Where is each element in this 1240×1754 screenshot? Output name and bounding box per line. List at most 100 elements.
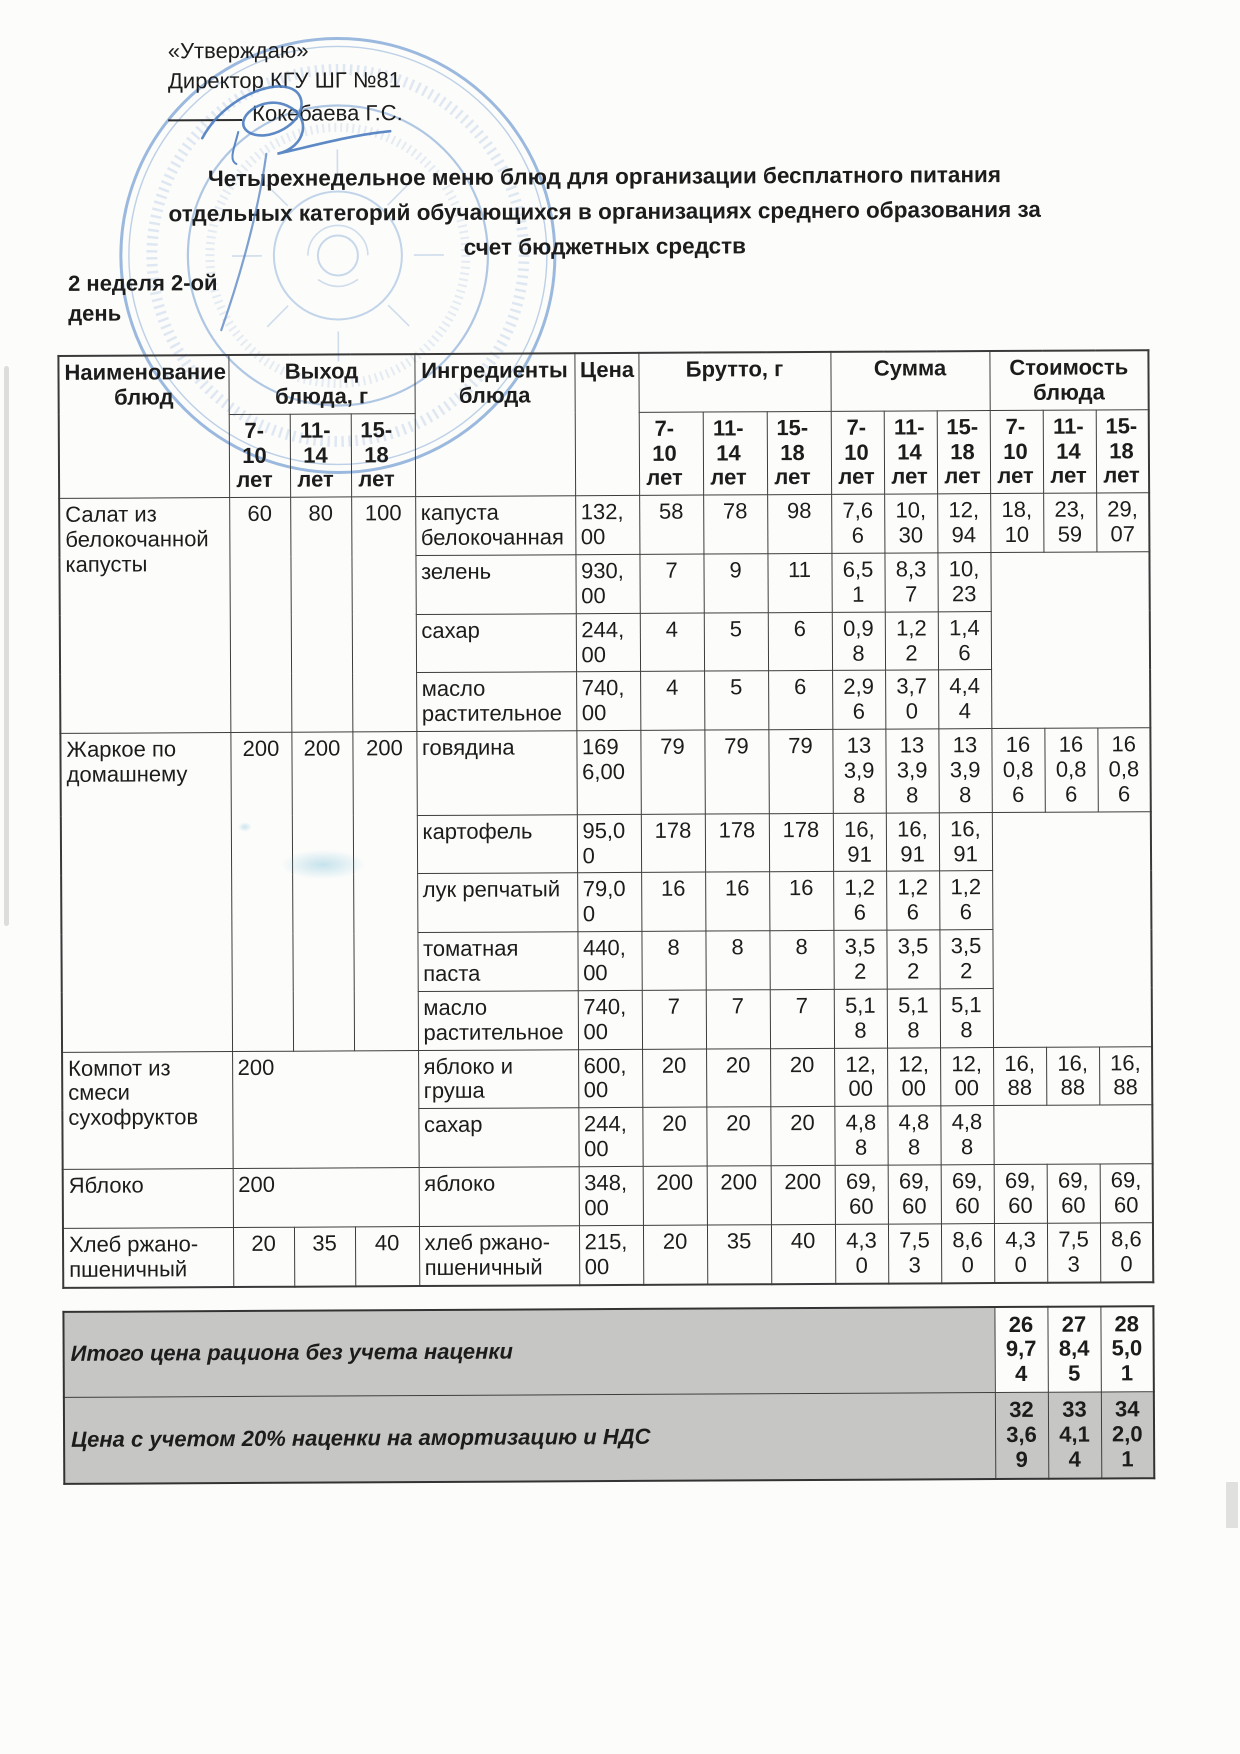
dish-cost-cell: 16,88	[1099, 1046, 1153, 1106]
dish-output-cell: 200	[230, 732, 294, 1052]
sum-cell: 7,66	[831, 494, 885, 554]
sum-cell: 10,23	[937, 552, 991, 612]
sum-cell: 12,00	[834, 1047, 888, 1107]
dish-row: Яблоко 200 яблоко 348,00 200 200 200 69,60 69,60…	[62, 1163, 1154, 1229]
sum-cell: 16,91	[938, 812, 993, 872]
header-row-groups: Наименование блюд Выход блюда, г Ингредиен…	[58, 350, 1149, 499]
col-header-age-group: 11-14 лет	[883, 410, 938, 495]
age-group-label: 11-14 лет	[297, 417, 334, 493]
ingredient-cell: картофель	[416, 814, 578, 875]
dish-output-cell: 20	[232, 1226, 295, 1287]
sum-cell: 16,91	[885, 812, 940, 872]
brutto-cell: 8	[705, 930, 770, 990]
total-label-cell: Цена с учетом 20% наценки на амортизацию…	[63, 1392, 996, 1484]
sum-cell: 8,37	[884, 552, 938, 612]
price-cell: 930,00	[575, 554, 640, 614]
col-header-age-group: 7-10 лет	[989, 409, 1044, 494]
brutto-cell: 11	[767, 553, 832, 613]
age-group-label: 15-18 лет	[774, 414, 811, 490]
dish-output-cell: 80	[290, 497, 353, 733]
dish-output-cell: 200	[232, 1050, 419, 1169]
brutto-cell: 20	[770, 1048, 835, 1108]
dish-cost-cell: 4,30	[994, 1223, 1048, 1283]
col-header-brutto: Брутто, г	[638, 351, 831, 413]
sum-cell: 1,22	[884, 611, 939, 671]
ingredient-cell: говядина	[416, 730, 577, 816]
dish-cost-cell: 7,53	[1047, 1222, 1101, 1283]
dish-name-cell: Салат из белокочанной капусты	[59, 497, 231, 734]
age-group-label: 7-10 лет	[236, 417, 273, 493]
signature-line	[168, 96, 243, 122]
brutto-cell: 9	[703, 553, 768, 613]
brutto-cell: 7	[705, 989, 771, 1049]
col-header-age-group: 7-10 лет	[830, 410, 885, 495]
ingredient-cell: сахар	[415, 613, 577, 674]
dish-cost-cell: 160,86	[991, 728, 1045, 813]
brutto-cell: 8	[769, 930, 834, 990]
brutto-cell: 5	[703, 612, 769, 672]
dish-row: Жаркое по домашнему 200 200 200 говядина 1696…	[60, 727, 1151, 1053]
dish-cost-cell: 23,59	[1043, 493, 1097, 553]
brutto-cell: 4	[640, 671, 705, 731]
price-cell: 600,00	[578, 1049, 643, 1109]
col-header-sum: Сумма	[830, 351, 990, 412]
dish-output-cell: 100	[351, 496, 417, 733]
brutto-cell: 79	[640, 730, 705, 815]
sum-cell: 1,26	[939, 871, 993, 931]
sum-cell: 1,46	[937, 611, 992, 671]
brutto-cell: 20	[642, 1224, 708, 1285]
sum-cell: 12,00	[887, 1047, 941, 1107]
col-header-output-label: Выход блюда, г	[274, 358, 369, 409]
age-group-label: 11-14 лет	[891, 414, 928, 490]
brutto-cell: 8	[641, 931, 706, 991]
col-header-cost: Стоимость блюда	[989, 350, 1149, 411]
sum-cell: 4,88	[887, 1106, 941, 1166]
col-header-ingredients: Ингредиенты блюда	[414, 353, 576, 497]
brutto-cell: 98	[767, 494, 832, 554]
price-cell: 740,00	[577, 990, 643, 1050]
col-header-dish: Наименование блюд	[58, 355, 230, 499]
brutto-cell: 7	[769, 989, 835, 1049]
ingredient-cell: лук репчатый	[417, 873, 578, 933]
dish-output-cell: 200	[352, 731, 419, 1051]
scan-artifact	[4, 366, 9, 926]
col-header-age-group: 7-10 лет	[638, 411, 704, 496]
totals-row: Итого цена рациона без учета наценки 269,…	[63, 1305, 1154, 1398]
brutto-cell: 35	[706, 1224, 772, 1285]
sum-cell: 12,00	[940, 1047, 994, 1107]
age-group-label: 7-10 лет	[838, 414, 875, 490]
total-label-cell: Итого цена рациона без учета наценки	[63, 1306, 995, 1398]
brutto-cell: 20	[642, 1107, 707, 1167]
col-header-output: Выход блюда, г	[228, 354, 415, 415]
brutto-cell: 5	[704, 671, 769, 731]
approval-quote: «Утверждаю»	[167, 37, 309, 64]
sum-cell: 5,18	[886, 988, 941, 1048]
dish-output-cell: 35	[293, 1226, 356, 1287]
brutto-cell: 20	[706, 1048, 771, 1108]
sum-cell: 16,91	[832, 812, 887, 872]
brutto-cell: 200	[706, 1165, 771, 1225]
totals-table: Итого цена рациона без учета наценки 269,…	[62, 1304, 1156, 1485]
totals-row: Цена с учетом 20% наценки на амортизацию…	[63, 1391, 1155, 1484]
dish-row: Хлеб ржано-пшеничный 20 35 40 хлеб ржано-пше…	[62, 1222, 1154, 1288]
brutto-cell: 20	[770, 1106, 835, 1166]
age-group-label: 7-10 лет	[646, 415, 683, 491]
dish-cost-cell: 69,60	[993, 1164, 1048, 1224]
brutto-cell: 7	[641, 989, 707, 1050]
age-group-label: 7-10 лет	[997, 413, 1034, 489]
sum-cell: 3,52	[939, 929, 993, 989]
col-header-age-group: 11-14 лет	[289, 413, 352, 498]
dish-cost-blank-cell	[991, 811, 1153, 1048]
dish-cost-cell: 69,60	[1099, 1163, 1154, 1223]
sum-cell: 5,18	[833, 989, 888, 1049]
dish-output-cell: 200	[232, 1167, 419, 1228]
age-group-label: 11-14 лет	[710, 415, 747, 490]
price-cell: 95,00	[576, 814, 642, 874]
total-value-cell: 323,69	[994, 1392, 1049, 1479]
dish-row: Салат из белокочанной капусты 60 80 100 капу…	[59, 493, 1150, 734]
price-cell: 1696,00	[576, 730, 641, 815]
total-value-cell: 342,01	[1100, 1391, 1155, 1479]
sum-cell: 1,26	[833, 871, 887, 931]
dish-cost-cell: 160,86	[1097, 727, 1151, 812]
